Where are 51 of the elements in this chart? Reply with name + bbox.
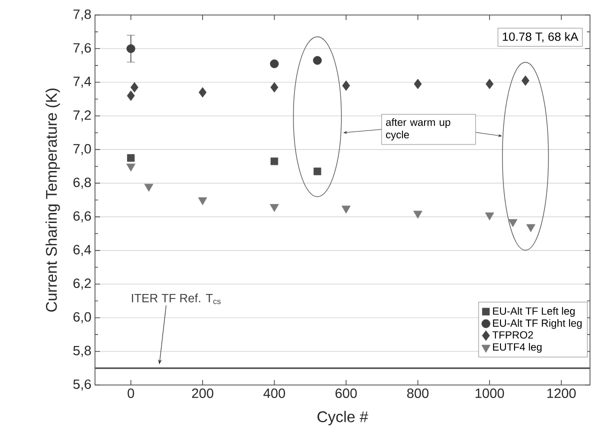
point xyxy=(198,87,207,98)
y-axis-title: Current Sharing Temperature (K) xyxy=(46,88,60,312)
x-tick-label: 1000 xyxy=(476,388,504,398)
point xyxy=(270,82,278,92)
point xyxy=(413,210,422,219)
y-tick-label: 7,6 xyxy=(73,43,91,54)
y-tick-label: 6,4 xyxy=(73,244,92,256)
y-tick-label: 7,8 xyxy=(73,9,91,21)
point xyxy=(526,224,536,232)
point xyxy=(508,219,518,228)
x-tick-label: 0 xyxy=(128,388,134,398)
y-tick-label: 6,6 xyxy=(73,211,91,222)
point xyxy=(314,168,322,176)
point xyxy=(127,154,135,162)
annotation: 10.78 T, 68 kA xyxy=(502,32,578,42)
y-tick-label: 7,2 xyxy=(73,110,91,122)
point xyxy=(130,82,138,92)
point xyxy=(126,90,135,101)
y-tick-label: 5,8 xyxy=(73,346,91,357)
point xyxy=(270,59,279,68)
x-tick-label: 800 xyxy=(407,388,429,398)
point xyxy=(198,197,208,206)
x-tick-label: 200 xyxy=(192,388,214,398)
legend-label: EU-Alt TF Right leg xyxy=(493,319,582,329)
point xyxy=(144,184,154,192)
point xyxy=(522,75,530,86)
point xyxy=(313,56,322,65)
x-tick-label: 1200 xyxy=(547,388,576,398)
legend-label: EU-Alt TF Left leg xyxy=(493,307,575,317)
y-tick-label: 7,0 xyxy=(73,144,91,156)
point xyxy=(126,164,136,172)
legend-label: EUTF4 leg xyxy=(493,342,542,353)
y-tick-label: 6,2 xyxy=(73,278,91,290)
y-tick-label: 5,6 xyxy=(73,379,91,391)
y-tick-label: 6,8 xyxy=(73,178,91,189)
annotation: after warm up cycle xyxy=(386,118,450,140)
legend-label: TFPRO2 xyxy=(492,331,533,339)
point xyxy=(342,80,350,91)
point xyxy=(485,212,494,220)
y-tick-label: 6,0 xyxy=(73,312,91,324)
x-axis-title: Cycle # xyxy=(318,410,368,426)
point xyxy=(270,158,278,166)
point xyxy=(342,206,351,214)
x-tick-label: 400 xyxy=(263,388,286,398)
ref-line-label: ITER TF Ref. T$_{cs}$ xyxy=(132,294,221,304)
point xyxy=(126,44,136,54)
y-tick-label: 7,4 xyxy=(73,76,92,88)
x-tick-label: 600 xyxy=(336,388,357,398)
point xyxy=(270,204,279,212)
point xyxy=(486,78,494,90)
point xyxy=(414,78,422,90)
